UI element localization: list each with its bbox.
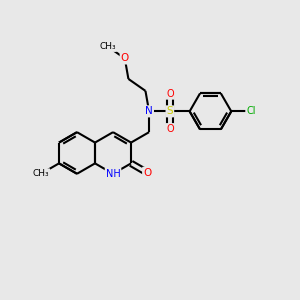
Text: Cl: Cl xyxy=(246,106,256,116)
Text: S: S xyxy=(167,106,173,116)
Text: O: O xyxy=(166,124,174,134)
Text: O: O xyxy=(143,168,152,178)
Text: O: O xyxy=(166,89,174,99)
Text: NH: NH xyxy=(106,169,120,179)
Text: N: N xyxy=(145,106,153,116)
Text: CH₃: CH₃ xyxy=(33,169,49,178)
Text: CH₃: CH₃ xyxy=(99,42,116,51)
Text: O: O xyxy=(121,53,129,63)
